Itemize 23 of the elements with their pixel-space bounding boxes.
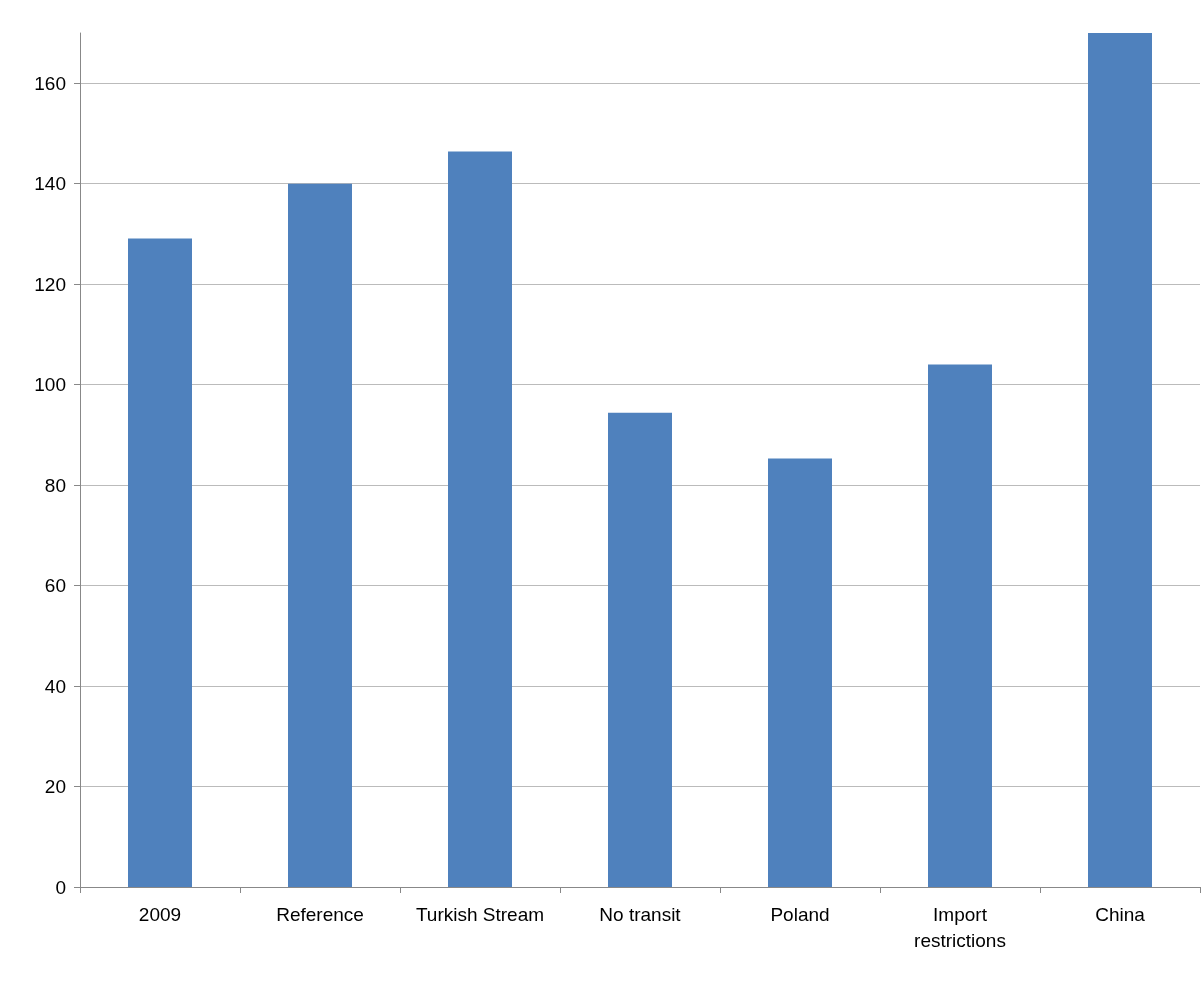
y-tick-label: 120 [34, 273, 66, 295]
bar [128, 238, 192, 887]
bar [288, 183, 352, 887]
bar [448, 151, 512, 887]
y-tick-label: 100 [34, 374, 66, 396]
y-tick-label: 60 [44, 575, 66, 597]
bar [608, 412, 672, 887]
y-tick-label: 0 [55, 876, 66, 898]
bar [768, 458, 832, 887]
x-tick-label: 2009 [138, 903, 182, 925]
y-tick-label: 160 [34, 72, 66, 94]
y-tick-label: 140 [34, 173, 66, 195]
x-tick-label: Reference [276, 903, 364, 925]
y-tick-label: 20 [44, 776, 66, 798]
y-tick-label: 80 [44, 474, 66, 496]
bar [1088, 33, 1152, 887]
x-tick-label: Turkish Stream [415, 903, 545, 925]
bar [928, 364, 992, 887]
y-tick-label: 40 [44, 675, 66, 697]
x-tick-label: China [1095, 903, 1146, 925]
x-tick-label: Import restrictions [914, 903, 1006, 951]
x-tick-label: Poland [770, 903, 830, 925]
x-tick-label: No transit [599, 903, 682, 925]
